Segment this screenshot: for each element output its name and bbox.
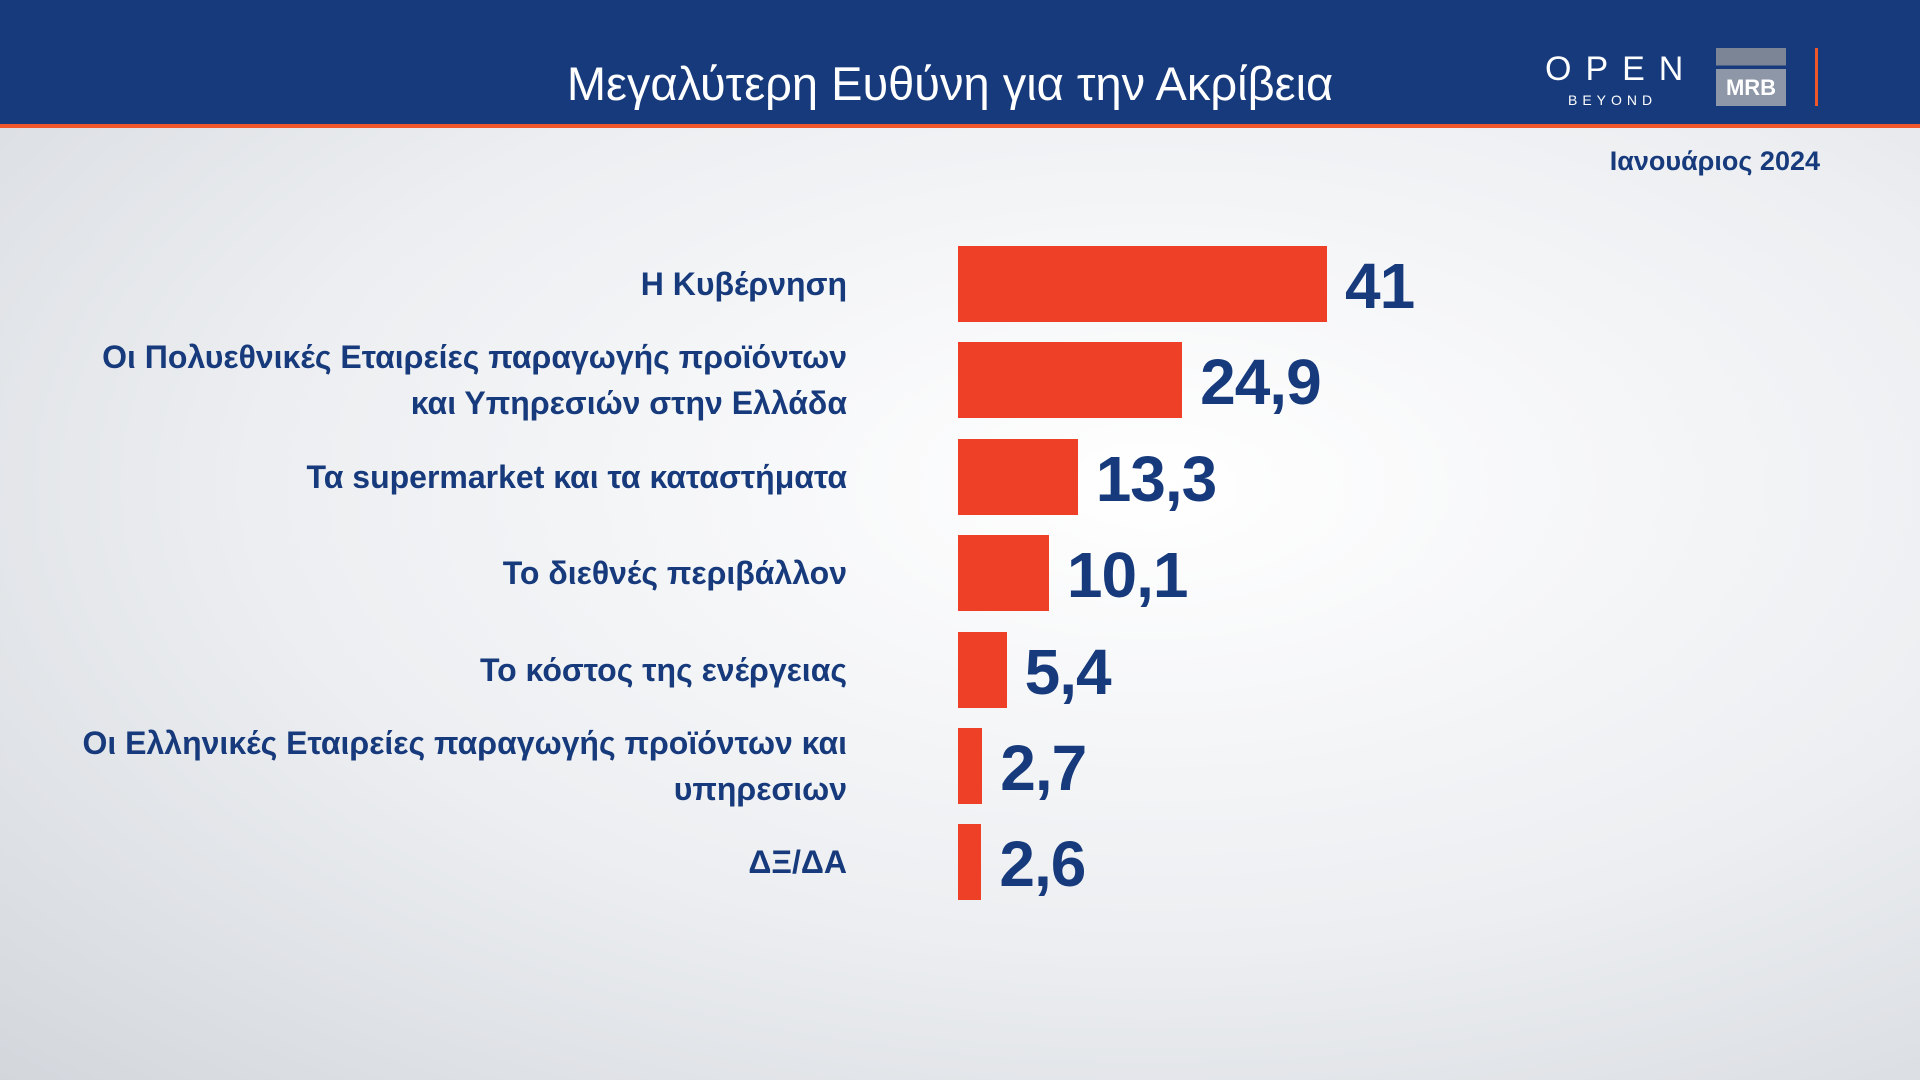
bar [958, 728, 983, 804]
category-label: Το διεθνές περιβάλλον [502, 555, 847, 592]
chart-title: Μεγαλύτερη Ευθύνη για την Ακρίβεια [566, 57, 1334, 110]
logo-mrb: MRB [1716, 48, 1786, 106]
category-label: Το κόστος της ενέργειας [479, 651, 847, 688]
category-label: Τα supermarket και τα καταστήματα [306, 458, 847, 495]
category-label: Η Κυβέρνηση [640, 266, 847, 302]
value-label: 2,7 [1000, 732, 1087, 804]
bar [958, 342, 1183, 419]
bar [958, 824, 982, 901]
value-label: 41 [1345, 250, 1415, 322]
separator [1815, 48, 1818, 106]
subtitle: Ιανουάριος 2024 [1609, 146, 1820, 176]
bar [958, 246, 1327, 322]
value-label: 13,3 [1095, 442, 1218, 515]
logo-open: OPEN [1545, 50, 1698, 88]
category-label: Οι Ελληνικές Εταιρείες παραγωγής προϊόντ… [82, 725, 847, 807]
category-label: Οι Πολυεθνικές Εταιρείες παραγωγής προϊό… [102, 339, 847, 422]
category-label: ΔΞ/ΔΑ [748, 844, 847, 881]
value-label: 10,1 [1066, 539, 1189, 612]
value-label: 24,9 [1200, 346, 1322, 419]
bar [958, 438, 1078, 515]
logo-beyond: BEYOND [1568, 92, 1658, 108]
bar [958, 631, 1007, 708]
bar [958, 535, 1049, 612]
value-label: 2,6 [999, 828, 1086, 901]
value-label: 5,4 [1024, 635, 1112, 708]
header: Μεγαλύτερη Ευθύνη για την Ακρίβεια OPEN … [0, 0, 1920, 128]
